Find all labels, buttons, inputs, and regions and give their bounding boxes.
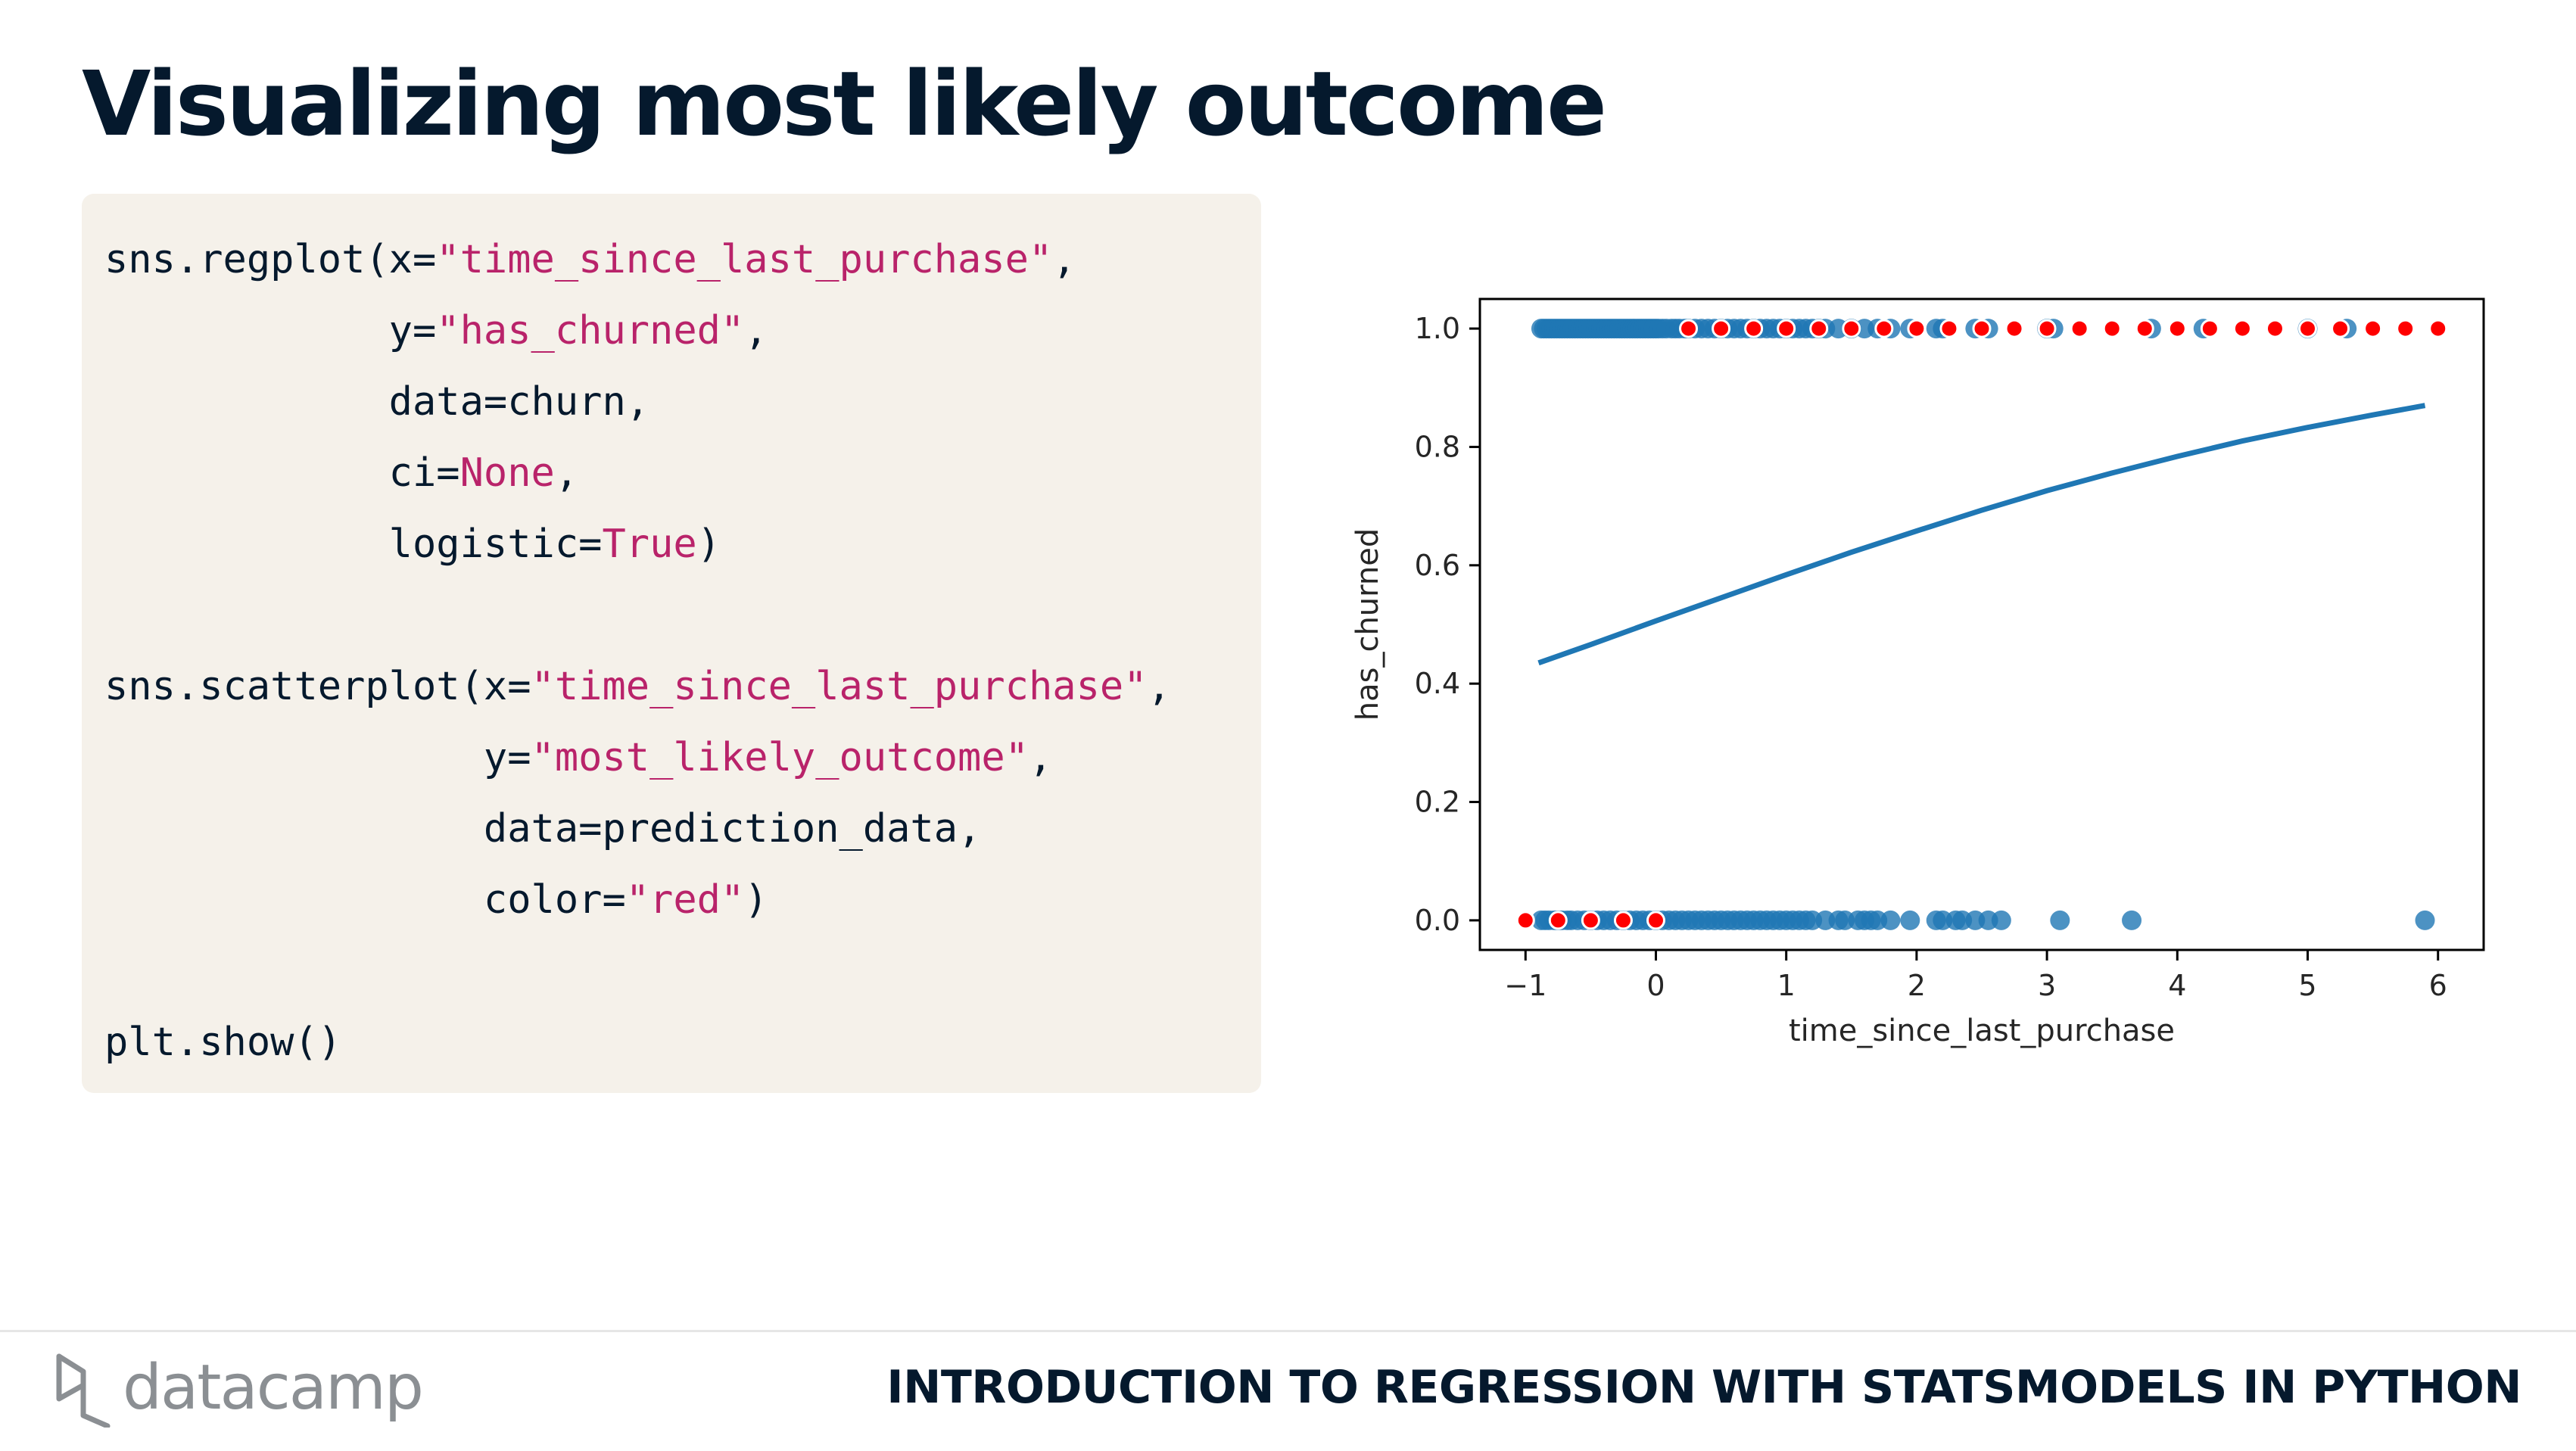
y-tick-label: 0.6 (1415, 549, 1460, 582)
code-line-1: sns.regplot(x="time_since_last_purchase"… (104, 237, 1076, 282)
predicted-point (1809, 319, 1829, 338)
predicted-point (2363, 319, 2383, 338)
y-tick-label: 0.0 (1415, 904, 1460, 937)
code-segment: , (1028, 735, 1053, 780)
code-segment: , (744, 308, 768, 353)
logistic-curve (1537, 403, 2426, 666)
code-segment: y= (104, 735, 531, 780)
predicted-point (2265, 319, 2285, 338)
churn-point (2050, 910, 2070, 930)
code-segment: , (554, 450, 579, 496)
predicted-point (2167, 319, 2187, 338)
y-axis-label: has_churned (1350, 528, 1385, 721)
y-tick-label: 0.2 (1415, 786, 1460, 819)
x-axis-label: time_since_last_purchase (1789, 1014, 2175, 1048)
code-line-2: y="has_churned", (104, 308, 768, 353)
code-text: sns.regplot(x="time_since_last_purchase"… (104, 224, 1171, 1078)
datacamp-logo-text: datacamp (123, 1352, 424, 1424)
predicted-point (1972, 319, 1992, 338)
predicted-point (2428, 319, 2448, 338)
predicted-point (2070, 319, 2089, 338)
predicted-point (1777, 319, 1796, 338)
predicted-point (2200, 319, 2219, 338)
code-keyword: None (459, 450, 555, 496)
predicted-point (1515, 911, 1535, 930)
code-string: "red" (625, 877, 745, 923)
churn-point (1991, 910, 2011, 930)
code-segment: y= (104, 308, 437, 353)
predicted-point (1744, 319, 1764, 338)
predicted-point (2298, 319, 2318, 338)
predicted-point (1679, 319, 1699, 338)
predicted-point (2232, 319, 2252, 338)
code-segment: sns.regplot(x= (104, 237, 437, 282)
y-tick-label: 0.4 (1415, 667, 1460, 700)
code-segment: color= (104, 877, 626, 923)
x-tick-label: 1 (1777, 969, 1796, 1002)
churn-point (2122, 910, 2142, 930)
datacamp-logo-icon (56, 1353, 111, 1428)
code-line-8: data=prediction_data, (104, 806, 982, 852)
x-tick-label: 6 (2429, 969, 2447, 1002)
predicted-point (1939, 319, 1959, 338)
code-segment: logistic= (104, 522, 603, 567)
code-segment: , (1147, 664, 1171, 709)
code-string: "most_likely_outcome" (531, 735, 1029, 780)
y-tick-label: 0.8 (1415, 430, 1460, 463)
x-tick-label: 3 (2038, 969, 2056, 1002)
predicted-point (1874, 319, 1894, 338)
predicted-point (2102, 319, 2122, 338)
x-tick-label: −1 (1504, 969, 1547, 1002)
predicted-point (2135, 319, 2154, 338)
code-segment: , (1052, 237, 1076, 282)
predicted-point (1712, 319, 1731, 338)
predicted-point (1613, 911, 1633, 930)
predicted-point (1646, 911, 1665, 930)
predicted-point (2396, 319, 2416, 338)
x-tick-label: 5 (2298, 969, 2316, 1002)
code-segment: ) (744, 877, 768, 923)
predicted-point (2331, 319, 2350, 338)
x-tick-label: 2 (1908, 969, 1926, 1002)
code-line-7: y="most_likely_outcome", (104, 735, 1052, 780)
code-line-10: plt.show() (104, 1020, 342, 1065)
code-segment: sns.scatterplot(x= (104, 664, 531, 709)
y-tick-label: 1.0 (1415, 312, 1460, 345)
code-block: sns.regplot(x="time_since_last_purchase"… (82, 194, 1261, 1093)
code-line-5: logistic=True) (104, 522, 721, 567)
predicted-point (1907, 319, 1927, 338)
code-string: "has_churned" (436, 308, 745, 353)
slide-title: Visualizing most likely outcome (82, 51, 1607, 156)
course-title: INTRODUCTION TO REGRESSION WITH STATSMOD… (886, 1361, 2521, 1414)
code-line-3: data=churn, (104, 379, 650, 425)
scatter-chart: −1 0 1 2 3 4 5 6 0.0 0.2 0.4 0.6 0.8 1.0 time_since_la… (1350, 297, 2485, 1048)
footer-divider (0, 1330, 2576, 1332)
code-keyword: True (602, 522, 697, 567)
predicted-point (2037, 319, 2057, 338)
churn-point (1880, 910, 1901, 930)
predicted-point (2004, 319, 2024, 338)
code-line-9: color="red") (104, 877, 768, 923)
predicted-point (1548, 911, 1568, 930)
churn-point (2415, 910, 2435, 930)
churn-point (1900, 910, 1920, 930)
x-tick-label: 4 (2168, 969, 2186, 1002)
predicted-point (1581, 911, 1600, 930)
chart-container: −1 0 1 2 3 4 5 6 0.0 0.2 0.4 0.6 0.8 1.0 time_since_la… (1347, 272, 2528, 1075)
code-line-6: sns.scatterplot(x="time_since_last_purch… (104, 664, 1171, 709)
code-segment: ) (696, 522, 721, 567)
axes-frame (1478, 297, 2485, 951)
code-string: "time_since_last_purchase" (531, 664, 1148, 709)
code-segment: ci= (104, 450, 460, 496)
predicted-point (1842, 319, 1861, 338)
datacamp-logo: datacamp (53, 1349, 447, 1432)
code-line-4: ci=None, (104, 450, 578, 496)
x-tick-label: 0 (1646, 969, 1665, 1002)
code-string: "time_since_last_purchase" (436, 237, 1053, 282)
